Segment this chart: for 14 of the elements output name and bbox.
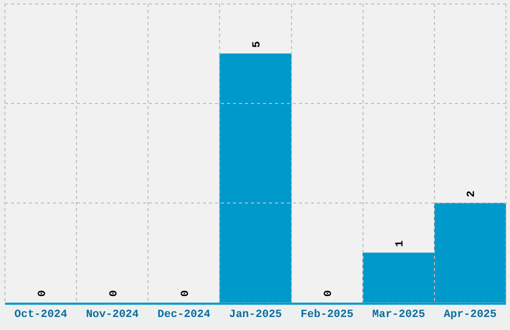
x-tick-label: Mar-2025 <box>372 309 426 322</box>
x-tick-label: Apr-2025 <box>444 309 498 322</box>
x-tick-label: Nov-2024 <box>86 309 140 322</box>
x-tick-label: Feb-2025 <box>300 309 354 322</box>
x-tick-label: Oct-2024 <box>14 309 68 322</box>
data-label: 1 <box>394 240 407 247</box>
x-tick-label: Dec-2024 <box>158 309 211 322</box>
data-label: 0 <box>180 290 192 297</box>
x-tick-label: Jan-2025 <box>229 309 282 322</box>
data-label: 2 <box>466 190 478 198</box>
data-label: 0 <box>108 290 120 297</box>
data-label: 5 <box>252 40 264 48</box>
data-label: 0 <box>323 290 336 297</box>
data-label: 0 <box>36 290 49 297</box>
